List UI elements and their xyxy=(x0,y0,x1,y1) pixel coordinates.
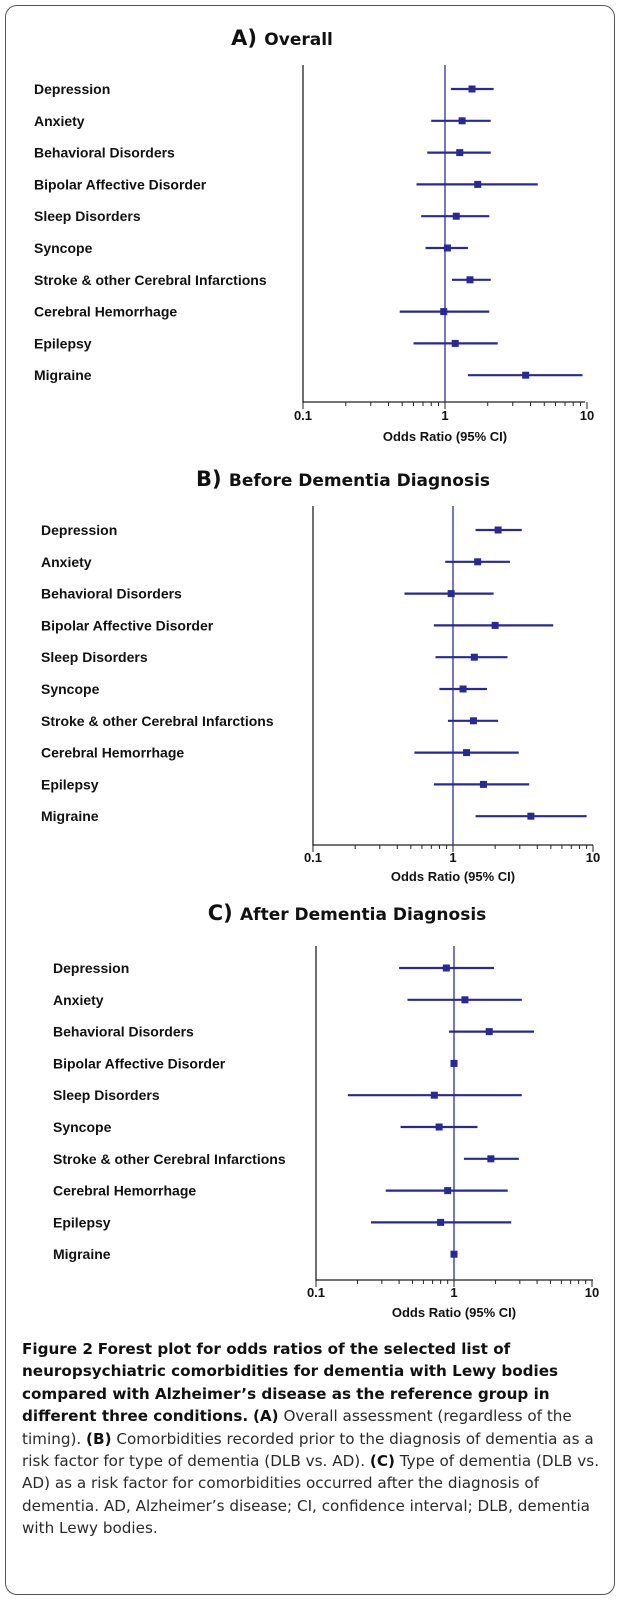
panel-b-category-label: Sleep Disorders xyxy=(41,649,148,665)
panel-c-or-point-migraine xyxy=(450,1250,458,1258)
panel-c-or-point-epilepsy xyxy=(437,1218,445,1226)
caption-figure-label: Figure 2 xyxy=(22,1340,93,1358)
panel-b-or-point-syncope xyxy=(459,685,467,693)
panel-c-tick-label: 0.1 xyxy=(307,1285,325,1300)
panel-c-tick-label: 1 xyxy=(450,1285,457,1300)
panel-c-tick-label: 10 xyxy=(585,1285,599,1300)
caption-part-c-text: Type of dementia (DLB vs. AD) as a risk … xyxy=(22,1452,600,1538)
panel-a-or-point-epilepsy xyxy=(451,339,459,347)
panel-c-or-point-stroke-and-other-cerebral-infarctions xyxy=(487,1155,495,1163)
panel-b-category-label: Bipolar Affective Disorder xyxy=(41,617,214,633)
panel-b-category-label: Epilepsy xyxy=(41,776,99,792)
panel-b-or-point-anxiety xyxy=(474,558,482,566)
panel-a-or-point-depression xyxy=(468,85,476,93)
forest-plot-figure: A) Overall 0.1 1 10 Odds Ratio (95% CI) Depre… xyxy=(34,26,600,1320)
panel-a-category-label: Bipolar Affective Disorder xyxy=(34,176,207,192)
panel-b-or-point-behavioral-disorders xyxy=(447,590,455,598)
panel-b-category-label: Stroke & other Cerebral Infarctions xyxy=(41,713,274,729)
panel-b-or-point-cerebral-hemorrhage xyxy=(463,749,471,757)
panel-c-letter: C) xyxy=(208,901,240,925)
panel-c-category-label: Cerebral Hemorrhage xyxy=(53,1183,196,1199)
panel-c-or-point-cerebral-hemorrhage xyxy=(444,1187,452,1195)
panel-a-or-point-sleep-disorders xyxy=(452,212,460,220)
panel-a-category-label: Depression xyxy=(34,81,110,97)
panel-b-title: B) Before Dementia Diagnosis xyxy=(196,467,490,491)
panel-b-category-label: Behavioral Disorders xyxy=(41,586,182,602)
panel-a-or-point-stroke-and-other-cerebral-infarctions xyxy=(466,276,474,284)
caption-part-b-text: Comorbidities recorded prior to the diag… xyxy=(22,1429,594,1471)
caption-part-b-tag: (B) xyxy=(86,1429,112,1448)
panel-b-category-label: Cerebral Hemorrhage xyxy=(41,745,184,761)
panel-b-or-point-epilepsy xyxy=(479,780,487,788)
panel-a-or-point-migraine xyxy=(522,371,530,379)
panel-a-or-point-bipolar-affective-disorder xyxy=(474,180,482,188)
panel-a-category-label: Sleep Disorders xyxy=(34,208,141,224)
panel-a-tick-label: 1 xyxy=(441,408,448,423)
caption-part-a-tag: (A) xyxy=(252,1407,279,1426)
panel-c-or-point-anxiety xyxy=(461,996,469,1004)
panel-c-category-label: Behavioral Disorders xyxy=(53,1024,194,1040)
panel-a-tick-label: 10 xyxy=(580,408,594,423)
panel-b-category-label: Syncope xyxy=(41,681,100,697)
panel-c-x-axis-label: Odds Ratio (95% CI) xyxy=(392,1305,516,1320)
panel-c-category-label: Depression xyxy=(53,960,129,976)
panel-a-title-text: Overall xyxy=(264,30,333,50)
panel-b-tick-label: 1 xyxy=(449,850,456,865)
panel-c-or-point-behavioral-disorders xyxy=(485,1028,493,1036)
panel-a-or-point-cerebral-hemorrhage xyxy=(440,308,448,316)
panel-c-or-point-sleep-disorders xyxy=(430,1091,438,1099)
panel-a-or-point-anxiety xyxy=(458,117,466,125)
panel-a-title: A) Overall xyxy=(231,26,333,50)
panel-c-title-text: After Dementia Diagnosis xyxy=(240,905,486,925)
panel-a-category-label: Epilepsy xyxy=(34,335,92,351)
caption-part-a-text: Overall assessment (regardless of the ti… xyxy=(22,1407,572,1448)
panel-c-or-point-syncope xyxy=(435,1123,443,1131)
panel-b-or-point-migraine xyxy=(527,812,535,820)
panel-b-letter: B) xyxy=(196,467,229,491)
panel-a-category-label: Syncope xyxy=(34,240,93,256)
panel-a-category-label: Stroke & other Cerebral Infarctions xyxy=(34,272,267,288)
panel-b-tick-label: 0.1 xyxy=(304,850,322,865)
panel-a-or-point-syncope xyxy=(443,244,451,252)
panel-b-category-label: Depression xyxy=(41,522,117,538)
panel-c-category-label: Bipolar Affective Disorder xyxy=(53,1055,226,1071)
panel-a-category-label: Anxiety xyxy=(34,113,85,129)
panel-c-category-label: Syncope xyxy=(53,1119,112,1135)
panel-a-tick-label: 0.1 xyxy=(294,408,312,423)
panel-c-category-label: Stroke & other Cerebral Infarctions xyxy=(53,1151,286,1167)
panel-b-tick-label: 10 xyxy=(586,850,600,865)
panel-c-category-label: Anxiety xyxy=(53,992,104,1008)
figure-frame xyxy=(5,5,615,1595)
panel-b-x-axis-label: Odds Ratio (95% CI) xyxy=(391,869,515,884)
panel-c-or-point-bipolar-affective-disorder xyxy=(450,1059,458,1067)
panel-a-category-label: Behavioral Disorders xyxy=(34,145,175,161)
caption-part-c-tag: (C) xyxy=(369,1452,395,1471)
panel-b-category-label: Migraine xyxy=(41,808,99,824)
panel-b-category-label: Anxiety xyxy=(41,554,92,570)
panel-b-or-point-bipolar-affective-disorder xyxy=(491,621,499,629)
panel-a-x-axis-label: Odds Ratio (95% CI) xyxy=(383,429,507,444)
panel-b-or-point-sleep-disorders xyxy=(470,653,478,661)
caption-title: Forest plot for odds ratios of the selec… xyxy=(22,1340,559,1426)
panel-c-category-label: Migraine xyxy=(53,1246,111,1262)
panel-a-or-point-behavioral-disorders xyxy=(456,149,464,157)
panel-b-title-text: Before Dementia Diagnosis xyxy=(229,471,490,491)
panel-a-category-label: Cerebral Hemorrhage xyxy=(34,304,177,320)
panel-c-title: C) After Dementia Diagnosis xyxy=(208,901,487,925)
panel-b-or-point-depression xyxy=(494,526,502,534)
panel-a-letter: A) xyxy=(231,26,264,50)
panel-c-category-label: Epilepsy xyxy=(53,1214,111,1230)
figure-caption: Figure 2 Forest plot for odds ratios of … xyxy=(22,1338,607,1540)
panel-c-category-label: Sleep Disorders xyxy=(53,1087,160,1103)
panel-b-or-point-stroke-and-other-cerebral-infarctions xyxy=(469,717,477,725)
panel-a-category-label: Migraine xyxy=(34,367,92,383)
panel-c-or-point-depression xyxy=(442,964,450,972)
